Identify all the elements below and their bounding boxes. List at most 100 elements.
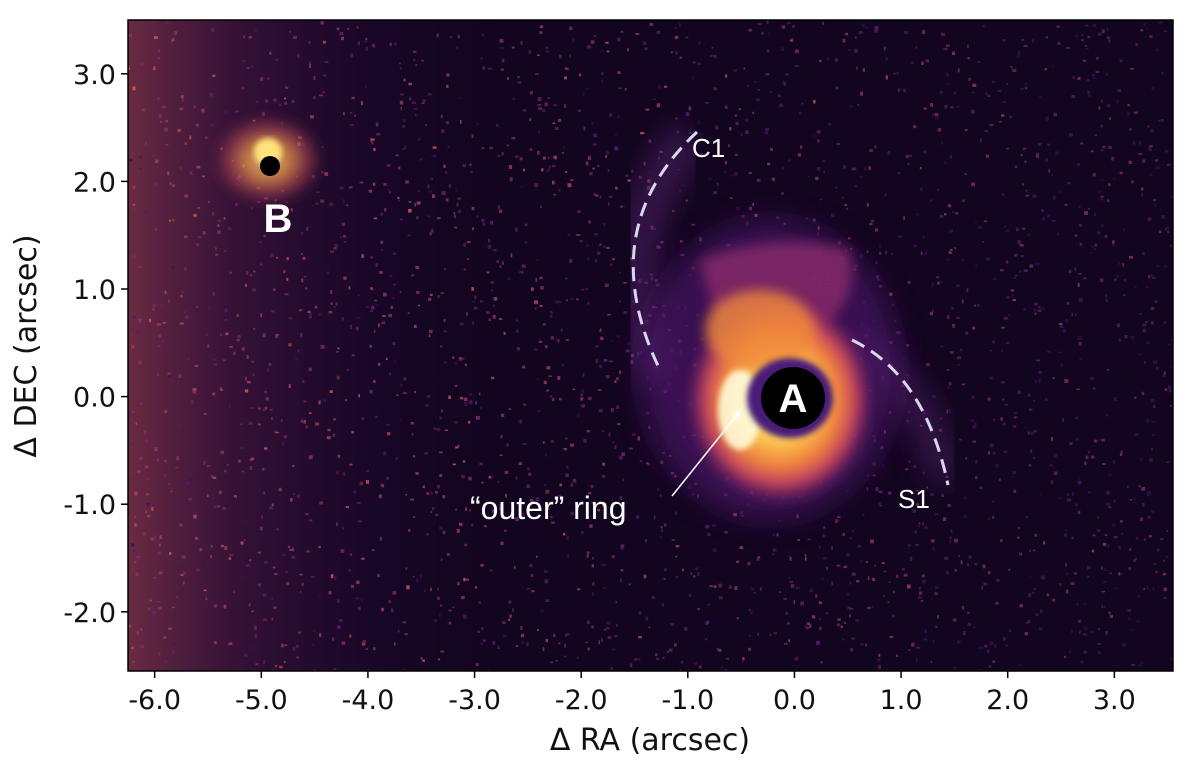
noise-speck [1165, 227, 1167, 231]
noise-speck [946, 409, 949, 414]
noise-speck [874, 145, 877, 149]
noise-speck [207, 465, 211, 467]
label-s1: S1 [898, 484, 930, 514]
noise-speck [606, 50, 610, 53]
noise-speck [1074, 267, 1077, 272]
noise-speck [315, 202, 318, 205]
noise-speck [471, 287, 474, 291]
noise-speck [884, 251, 888, 255]
noise-speck [431, 228, 434, 231]
noise-speck [981, 586, 984, 590]
noise-speck [587, 647, 590, 651]
noise-speck [253, 270, 256, 273]
noise-speck [967, 77, 972, 81]
noise-speck [339, 186, 344, 190]
noise-speck [1119, 171, 1123, 175]
noise-speck [410, 422, 415, 425]
noise-speck [540, 609, 544, 613]
noise-speck [1105, 72, 1108, 76]
noise-speck [334, 576, 337, 581]
noise-speck [358, 394, 360, 398]
noise-speck [524, 223, 528, 227]
noise-speck [292, 547, 294, 552]
noise-speck [1059, 583, 1062, 586]
noise-speck [993, 418, 996, 421]
noise-speck [1108, 145, 1112, 149]
noise-speck [915, 544, 919, 546]
noise-speck [1075, 416, 1079, 420]
noise-speck [1057, 42, 1061, 45]
noise-speck [852, 167, 857, 171]
noise-speck [1053, 453, 1058, 458]
noise-speck [402, 118, 406, 122]
noise-speck [950, 530, 953, 534]
noise-speck [679, 22, 681, 27]
noise-speck [972, 83, 977, 87]
noise-speck [318, 400, 321, 405]
noise-speck [605, 375, 610, 379]
noise-speck [964, 173, 967, 175]
noise-speck [369, 344, 372, 348]
noise-speck [1067, 498, 1071, 502]
noise-speck [463, 577, 466, 582]
noise-speck [1136, 620, 1140, 623]
noise-speck [400, 107, 402, 111]
noise-speck [682, 568, 685, 572]
noise-speck [460, 119, 462, 124]
noise-speck [1150, 399, 1155, 403]
noise-speck [794, 49, 799, 54]
noise-speck [440, 650, 445, 653]
noise-speck [248, 421, 253, 425]
noise-speck [264, 406, 268, 410]
noise-speck [926, 486, 928, 489]
noise-speck [406, 585, 410, 590]
noise-speck [128, 67, 130, 70]
noise-speck [396, 394, 399, 396]
noise-speck [576, 298, 579, 301]
noise-speck [430, 294, 433, 296]
noise-speck [175, 502, 178, 507]
noise-speck [459, 396, 464, 400]
noise-speck [648, 426, 651, 430]
noise-speck [203, 589, 207, 592]
noise-speck [711, 47, 714, 49]
noise-speck [309, 61, 311, 66]
noise-speck [528, 508, 531, 513]
noise-speck [177, 566, 180, 571]
noise-speck [966, 288, 969, 293]
noise-speck [138, 318, 142, 323]
noise-speck [400, 218, 403, 221]
noise-speck [224, 250, 227, 253]
noise-speck [235, 202, 238, 207]
noise-speck [1163, 321, 1166, 324]
noise-speck [935, 116, 940, 120]
noise-speck [258, 241, 262, 244]
noise-speck [610, 263, 613, 266]
noise-speck [1164, 388, 1168, 391]
noise-speck [1105, 631, 1108, 635]
noise-speck [1007, 314, 1010, 316]
noise-speck [319, 94, 323, 97]
noise-speck [715, 125, 719, 130]
noise-speck [1058, 497, 1061, 499]
noise-speck [942, 517, 947, 521]
noise-speck [544, 453, 547, 457]
noise-speck [1071, 629, 1073, 634]
noise-speck [499, 265, 502, 268]
noise-speck [944, 104, 948, 109]
noise-speck [806, 622, 811, 626]
noise-speck [1017, 50, 1021, 55]
noise-speck [563, 655, 567, 658]
noise-speck [481, 218, 485, 222]
label-outer-ring: “outer” ring [470, 490, 627, 526]
noise-speck [296, 494, 300, 498]
noise-speck [485, 516, 490, 518]
noise-speck [1100, 149, 1104, 152]
noise-speck [289, 548, 294, 551]
noise-speck [171, 219, 175, 222]
noise-speck [559, 483, 562, 487]
noise-speck [227, 226, 232, 231]
noise-speck [537, 54, 540, 56]
noise-speck [565, 277, 568, 280]
noise-speck [351, 354, 355, 357]
